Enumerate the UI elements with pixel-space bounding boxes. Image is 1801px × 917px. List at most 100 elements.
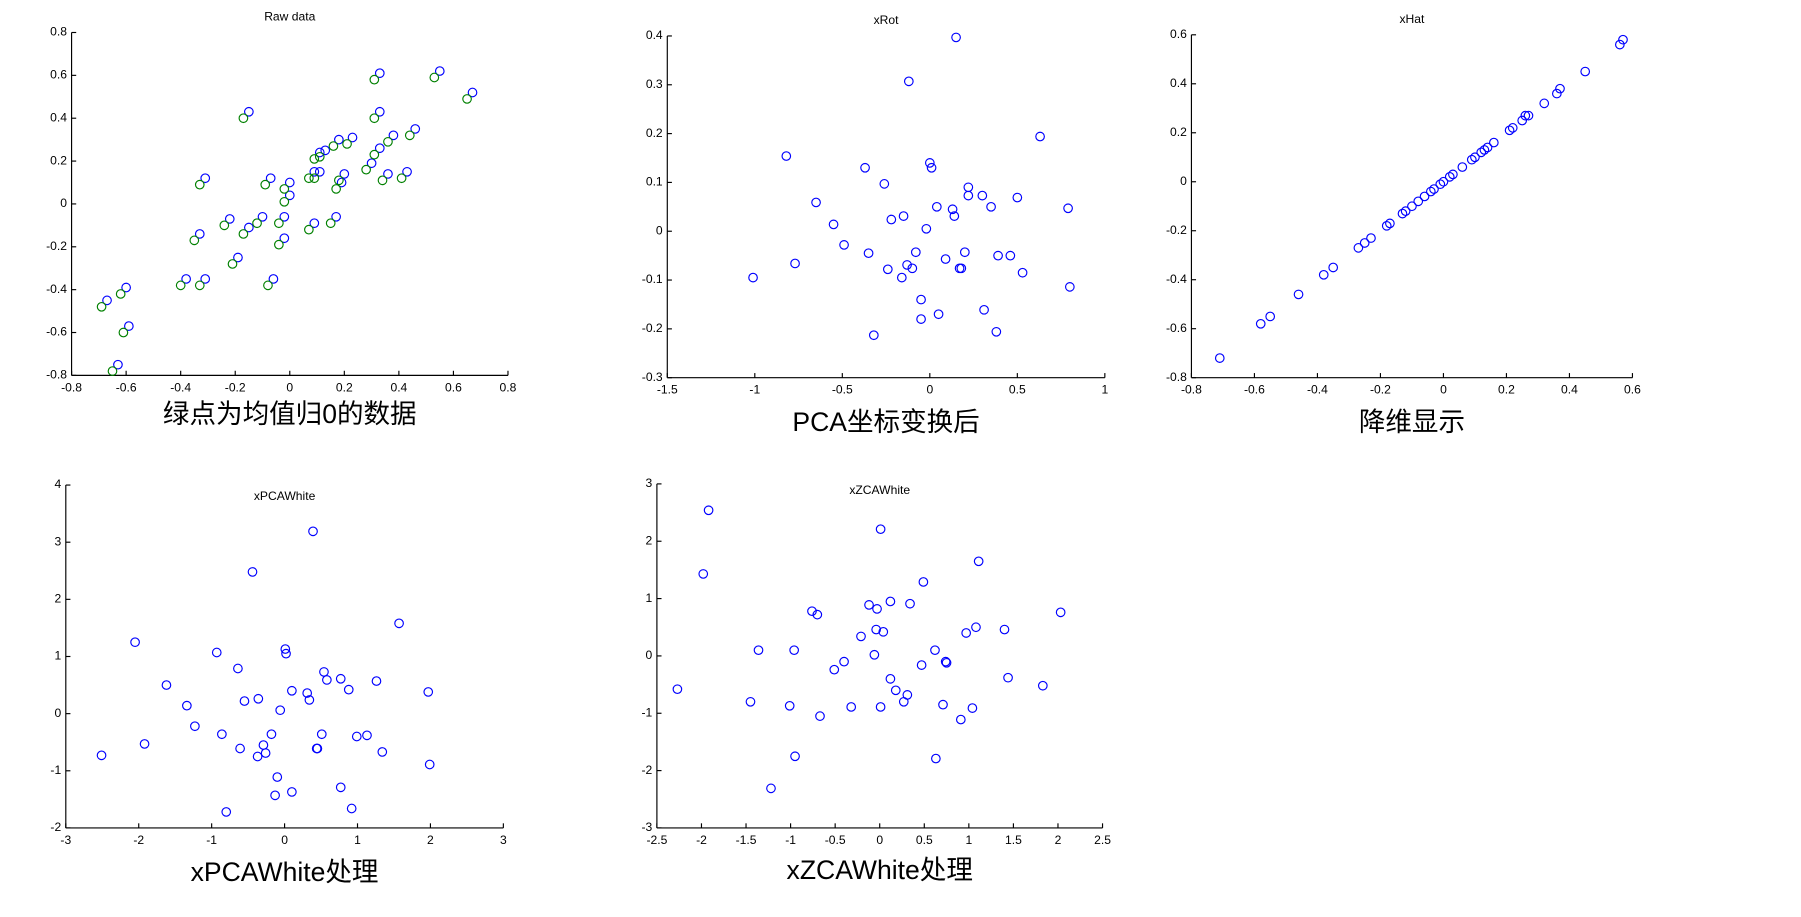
subplot: -2.5 -2 -1.5 -1 -0.5 0 0.5 1 1.5 2 2.5 -3 -2 -1 0 1 2 3 xZ… <box>642 476 1112 885</box>
scatter-point <box>1419 191 1430 202</box>
scatter-point <box>1482 142 1493 153</box>
scatter-point <box>309 173 320 184</box>
scatter-point <box>1425 186 1436 197</box>
y-tick-label: 0.6 <box>50 68 67 82</box>
scatter-point <box>462 94 472 104</box>
scatter-point <box>331 184 341 194</box>
scatter-point <box>244 222 254 233</box>
scatter-point <box>115 289 126 299</box>
scatter-point <box>227 259 238 269</box>
caption: 降维显示 <box>1359 407 1465 437</box>
scatter-point <box>394 618 404 629</box>
scatter-point <box>266 729 277 740</box>
scatter-point <box>811 197 821 208</box>
scatter-point <box>1470 152 1480 163</box>
scatter-point <box>875 702 886 712</box>
scatter-point <box>253 693 264 704</box>
scatter-point <box>1017 267 1028 278</box>
scatter-point <box>309 218 320 229</box>
scatter-point <box>902 690 913 700</box>
scatter-point <box>872 604 882 614</box>
scatter-point <box>221 807 232 817</box>
y-tick-label: 0 <box>656 223 663 237</box>
scatter-point <box>971 622 981 633</box>
scatter-point <box>875 524 886 535</box>
scatter-point <box>351 731 362 742</box>
scatter-point <box>374 106 385 117</box>
y-tick-label: 0 <box>1180 174 1187 188</box>
scatter-point <box>1400 206 1411 216</box>
scatter-point <box>1539 98 1550 109</box>
scatter-point <box>885 674 896 684</box>
scatter-point <box>279 233 290 244</box>
y-tick-label: -0.6 <box>1166 321 1187 335</box>
scatter-point <box>328 141 339 151</box>
scatter-point <box>265 173 276 184</box>
scatter-point <box>807 606 817 617</box>
scatter-point <box>309 154 320 164</box>
scatter-point <box>194 229 205 239</box>
scatter-point <box>284 177 295 188</box>
chart-title: xPCAWhite <box>254 489 316 503</box>
y-tick-label: 1 <box>54 649 61 663</box>
y-tick-label: -0.4 <box>1166 272 1187 286</box>
x-tick-label: -3 <box>60 833 71 847</box>
scatter-point <box>434 66 445 76</box>
scatter-point <box>1580 66 1591 77</box>
y-tick-label: 0.4 <box>1170 76 1187 90</box>
scatter-point <box>977 190 988 201</box>
y-tick-label: -3 <box>642 820 653 834</box>
y-tick-label: 1 <box>646 591 653 605</box>
scatter-point <box>279 211 290 222</box>
scatter-point <box>672 684 683 695</box>
x-tick-label: -0.5 <box>832 383 853 397</box>
scatter-point <box>175 280 186 291</box>
scatter-point <box>1555 83 1565 94</box>
scatter-point <box>703 505 714 516</box>
scatter-point <box>878 626 889 637</box>
chart-title: Raw data <box>264 10 315 24</box>
scatter-point <box>280 644 291 654</box>
scatter-point <box>252 218 262 229</box>
scatter-point <box>999 624 1010 635</box>
scatter-point <box>238 113 249 124</box>
scatter-point <box>377 747 388 757</box>
x-tick-label: -2 <box>133 833 144 847</box>
scatter-point <box>947 204 958 215</box>
scatter-point <box>194 179 205 190</box>
y-tick-label: 4 <box>54 477 61 491</box>
scatter-point <box>1517 115 1528 126</box>
scatter-point <box>1037 680 1048 691</box>
scatter-point <box>1328 262 1339 273</box>
scatter-point <box>260 748 271 758</box>
chart-title: xRot <box>874 13 900 27</box>
scatter-point <box>1479 145 1490 155</box>
scatter-point <box>1476 147 1487 158</box>
scatter-point <box>238 229 249 239</box>
scatter-point <box>396 173 407 184</box>
scatter-point <box>967 703 978 713</box>
scatter-point <box>369 74 380 85</box>
scatter-point <box>182 700 192 711</box>
scatter-point <box>217 729 227 740</box>
x-tick-label: -0.6 <box>116 380 137 394</box>
scatter-point <box>781 151 792 161</box>
scatter-point <box>233 663 243 674</box>
y-tick-label: 0.4 <box>646 28 663 42</box>
chart-title: xZCAWhite <box>849 483 910 497</box>
scatter-point <box>139 739 150 749</box>
scatter-point <box>314 147 325 158</box>
scatter-point <box>1504 125 1515 136</box>
scatter-point <box>102 295 112 306</box>
scatter-point <box>369 113 380 124</box>
scatter-point <box>235 743 245 754</box>
scatter-point <box>304 224 314 235</box>
scatter-point <box>347 132 358 143</box>
scatter-point <box>361 164 371 175</box>
scatter-point <box>239 696 250 706</box>
x-tick-label: 0.6 <box>445 380 462 394</box>
scatter-point <box>979 304 989 315</box>
scatter-point <box>362 730 372 741</box>
